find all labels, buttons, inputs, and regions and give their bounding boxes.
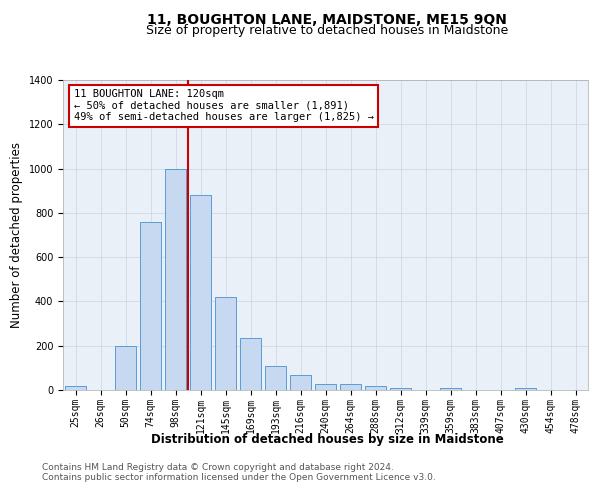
Bar [365,386,386,390]
Bar [315,384,336,390]
Text: Contains HM Land Registry data © Crown copyright and database right 2024.: Contains HM Land Registry data © Crown c… [42,462,394,471]
Bar [65,386,86,390]
Bar [265,366,286,390]
Bar [440,388,461,390]
Text: Distribution of detached houses by size in Maidstone: Distribution of detached houses by size … [151,432,503,446]
Bar [115,346,136,390]
Text: 11 BOUGHTON LANE: 120sqm
← 50% of detached houses are smaller (1,891)
49% of sem: 11 BOUGHTON LANE: 120sqm ← 50% of detach… [74,90,373,122]
Bar [240,338,261,390]
Bar [290,374,311,390]
Bar [390,388,411,390]
Bar [215,297,236,390]
Text: Size of property relative to detached houses in Maidstone: Size of property relative to detached ho… [146,24,508,37]
Bar [140,222,161,390]
Bar [515,388,536,390]
Y-axis label: Number of detached properties: Number of detached properties [10,142,23,328]
Text: 11, BOUGHTON LANE, MAIDSTONE, ME15 9QN: 11, BOUGHTON LANE, MAIDSTONE, ME15 9QN [147,12,507,26]
Bar [165,168,186,390]
Bar [340,384,361,390]
Bar [190,195,211,390]
Text: Contains public sector information licensed under the Open Government Licence v3: Contains public sector information licen… [42,472,436,482]
